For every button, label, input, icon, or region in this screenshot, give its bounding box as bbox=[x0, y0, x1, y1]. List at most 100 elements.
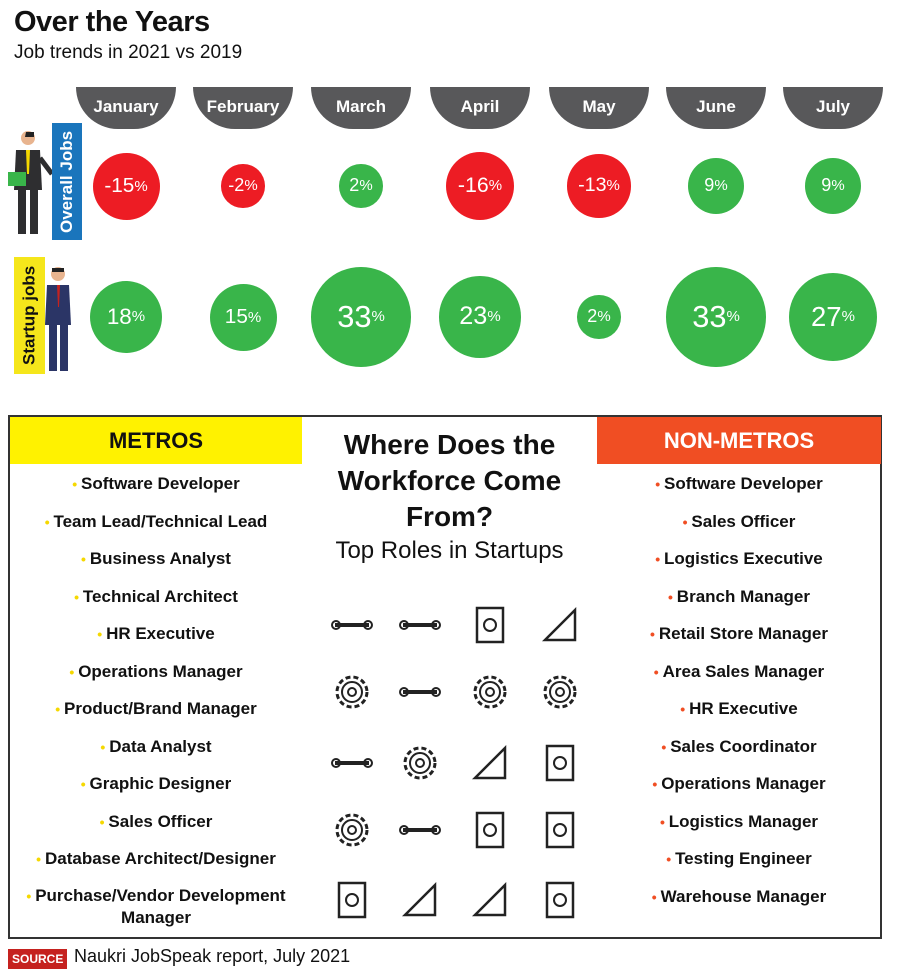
month-tab-april: April bbox=[430, 87, 530, 129]
month-tab-june: June bbox=[666, 87, 766, 129]
startup-bubble-may: 2% bbox=[577, 295, 621, 339]
overall-bubble-april: -16% bbox=[445, 151, 515, 221]
role-item: Branch Manager bbox=[597, 585, 881, 623]
hand-wrench-icon bbox=[395, 667, 445, 717]
startup-jobs-label: Startup jobs bbox=[14, 257, 45, 374]
compass-icon bbox=[465, 738, 515, 788]
overall-bubble-february: -2% bbox=[221, 164, 265, 208]
month-tab-february: February bbox=[193, 87, 293, 129]
page-subtitle: Job trends in 2021 vs 2019 bbox=[14, 42, 243, 63]
bubble-value: 33 bbox=[692, 298, 727, 334]
bubble-value: -13 bbox=[578, 174, 607, 197]
bubble-unit: % bbox=[247, 308, 262, 326]
bubble-value: 9 bbox=[704, 175, 715, 196]
role-item: HR Executive bbox=[10, 622, 302, 660]
workforce-title: Where Does the Workforce Come From? bbox=[337, 429, 562, 532]
bubble-value: 23 bbox=[459, 302, 488, 331]
role-item: HR Executive bbox=[597, 697, 881, 735]
role-item: Operations Manager bbox=[597, 772, 881, 810]
bubble-value: -15 bbox=[104, 174, 135, 197]
workforce-subtitle: Top Roles in Startups bbox=[335, 537, 564, 564]
bubble-unit: % bbox=[487, 308, 501, 326]
bubble-unit: % bbox=[597, 308, 611, 326]
bubble-value: -2 bbox=[228, 175, 245, 196]
gear-tool-icon bbox=[327, 667, 377, 717]
bubble-unit: % bbox=[371, 308, 385, 326]
tablet-gear-icon bbox=[535, 738, 585, 788]
bubble-unit: % bbox=[134, 177, 148, 195]
role-item: Sales Coordinator bbox=[597, 735, 881, 773]
document-gear-icon bbox=[535, 805, 585, 855]
startup-bubble-july: 27% bbox=[788, 272, 878, 362]
bubble-value: 2 bbox=[349, 175, 360, 196]
source-tag: SOURCE bbox=[8, 949, 68, 969]
non-metros-header: NON-METROS bbox=[597, 417, 881, 464]
role-item: Software Developer bbox=[10, 472, 302, 510]
role-item: Operations Manager bbox=[10, 660, 302, 698]
source-text: Naukri JobSpeak report, July 2021 bbox=[74, 946, 351, 966]
bubble-unit: % bbox=[714, 177, 728, 195]
gear-icon bbox=[535, 667, 585, 717]
gear-icon bbox=[327, 805, 377, 855]
bubble-unit: % bbox=[244, 177, 258, 195]
role-item: Logistics Manager bbox=[597, 810, 881, 848]
wrench-icon bbox=[327, 600, 377, 650]
chip-icon bbox=[465, 600, 515, 650]
bubble-value: 9 bbox=[821, 175, 832, 196]
bubble-value: 18 bbox=[106, 303, 132, 329]
month-tab-may: May bbox=[549, 87, 649, 129]
calculator-icon bbox=[535, 875, 585, 925]
helmet-icon bbox=[395, 875, 445, 925]
role-item: Technical Architect bbox=[10, 585, 302, 623]
startup-bubble-february: 15% bbox=[209, 283, 277, 351]
metros-roles-list: Software DeveloperTeam Lead/Technical Le… bbox=[10, 472, 302, 931]
role-item: Logistics Executive bbox=[597, 547, 881, 585]
bubble-unit: % bbox=[841, 308, 855, 326]
businessman-illustration-startup bbox=[45, 267, 71, 371]
tablet-gear-icon bbox=[465, 805, 515, 855]
overall-bubble-may: -13% bbox=[567, 154, 631, 218]
bubble-value: 33 bbox=[337, 298, 372, 334]
screwdriver-icon bbox=[327, 738, 377, 788]
blueprint-icon bbox=[535, 600, 585, 650]
bubble-unit: % bbox=[359, 177, 373, 195]
bubble-value: 15 bbox=[224, 305, 248, 328]
role-item: Purchase/Vendor Development Manager bbox=[10, 885, 302, 931]
role-item: Business Analyst bbox=[10, 547, 302, 585]
overall-bubble-june: 9% bbox=[687, 157, 745, 215]
month-tab-march: March bbox=[311, 87, 411, 129]
gear-icon bbox=[465, 667, 515, 717]
startup-bubble-june: 33% bbox=[666, 267, 766, 367]
startup-bubble-january: 18% bbox=[89, 280, 163, 354]
role-item: Product/Brand Manager bbox=[10, 697, 302, 735]
role-item: Retail Store Manager bbox=[597, 622, 881, 660]
bubble-unit: % bbox=[726, 308, 740, 326]
hammer-icon bbox=[395, 805, 445, 855]
startup-bubble-april: 23% bbox=[439, 276, 521, 358]
bubble-unit: % bbox=[606, 177, 620, 195]
role-item: Team Lead/Technical Lead bbox=[10, 510, 302, 548]
brain-gear-icon bbox=[395, 738, 445, 788]
bubble-value: 27 bbox=[811, 300, 842, 332]
month-tab-january: January bbox=[76, 87, 176, 129]
role-item: Warehouse Manager bbox=[597, 885, 881, 923]
overall-bubble-march: 2% bbox=[339, 164, 383, 208]
clipboard-icon bbox=[327, 875, 377, 925]
role-item: Software Developer bbox=[597, 472, 881, 510]
overall-bubble-july: 9% bbox=[804, 157, 862, 215]
bubble-value: 2 bbox=[587, 306, 598, 327]
bubble-unit: % bbox=[488, 177, 503, 195]
overall-bubble-january: -15% bbox=[92, 152, 160, 220]
role-item: Sales Officer bbox=[10, 810, 302, 848]
role-item: Data Analyst bbox=[10, 735, 302, 773]
businessman-illustration-overall bbox=[8, 131, 54, 234]
metros-header: METROS bbox=[10, 417, 302, 464]
non-metros-roles-list: Software DeveloperSales OfficerLogistics… bbox=[597, 472, 881, 922]
bubble-unit: % bbox=[831, 177, 845, 195]
role-item: Testing Engineer bbox=[597, 847, 881, 885]
role-item: Database Architect/Designer bbox=[10, 847, 302, 885]
startup-bubble-march: 33% bbox=[311, 267, 411, 367]
workforce-panel bbox=[8, 415, 882, 939]
bubble-value: -16 bbox=[457, 173, 489, 198]
role-item: Sales Officer bbox=[597, 510, 881, 548]
